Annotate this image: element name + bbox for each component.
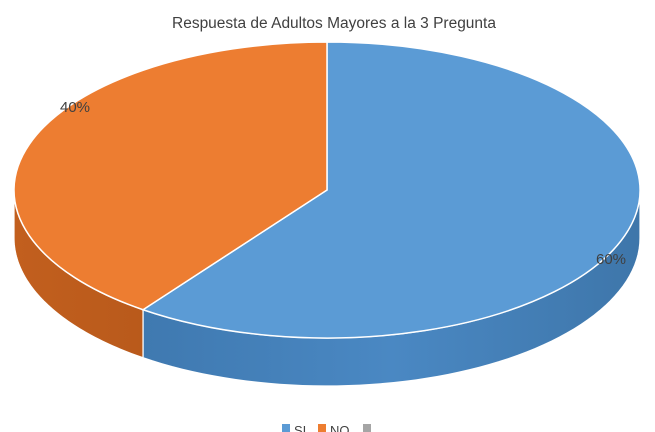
data-label-si: 60% [596,251,626,268]
pie-slice-no [13,41,328,311]
legend: SI NO [282,423,371,432]
legend-swatch-empty [363,424,371,432]
pie-slice-si [141,41,641,339]
legend-label-si: SI [294,423,306,432]
legend-swatch-no [318,424,326,432]
legend-label-no: NO [330,423,350,432]
data-label-no: 40% [60,99,90,116]
legend-swatch-si [282,424,290,432]
pie-tops [13,41,641,339]
chart-title: Respuesta de Adultos Mayores a la 3 Preg… [172,15,496,32]
